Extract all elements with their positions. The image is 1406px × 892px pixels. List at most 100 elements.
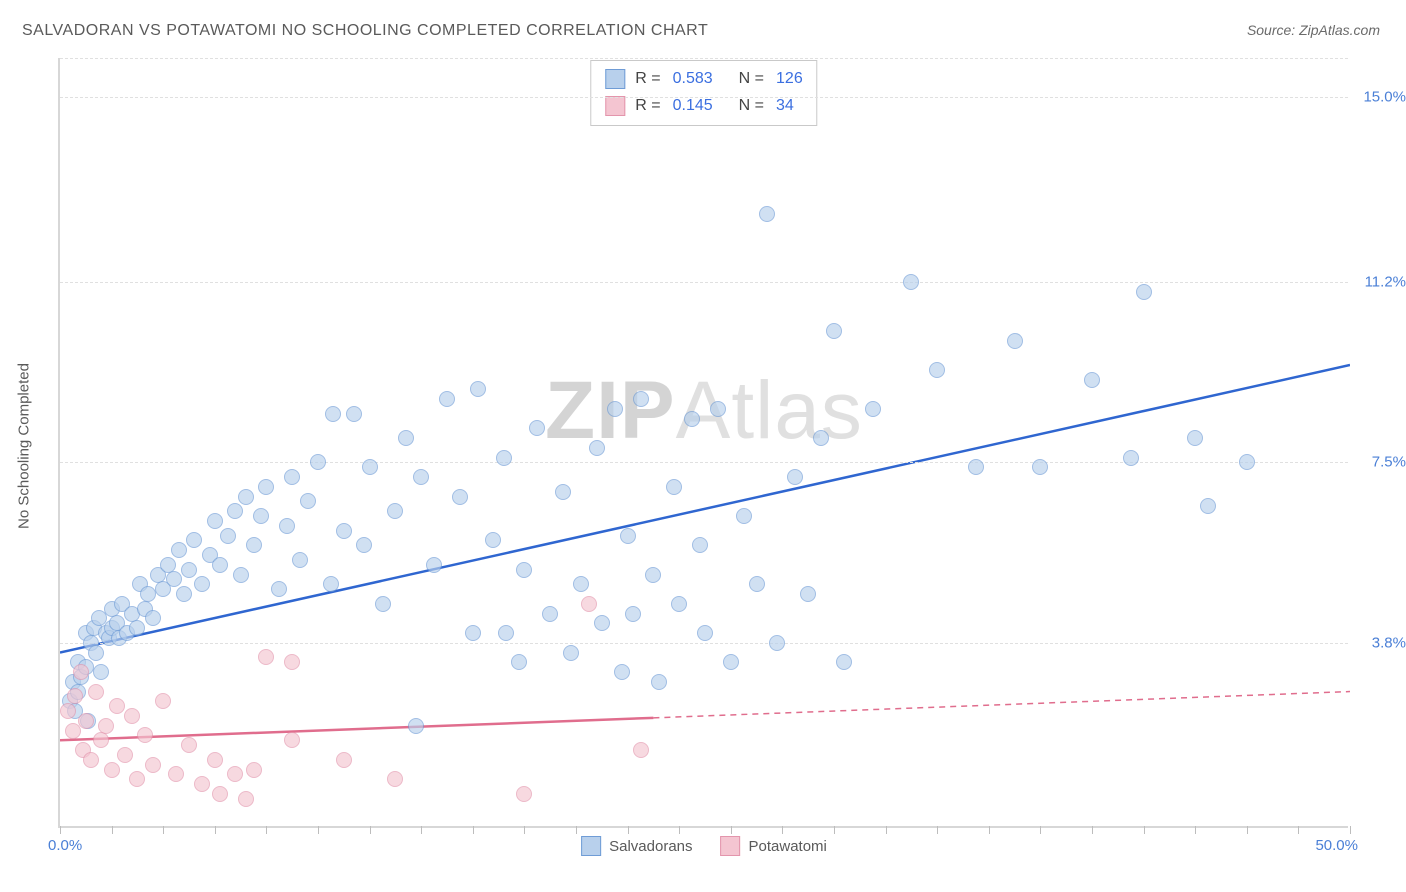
gridline: [60, 462, 1348, 463]
data-point: [145, 757, 161, 773]
data-point: [323, 576, 339, 592]
data-point: [207, 752, 223, 768]
x-tick: [782, 826, 783, 834]
data-point: [692, 537, 708, 553]
data-point: [160, 557, 176, 573]
data-point: [749, 576, 765, 592]
data-point: [645, 567, 661, 583]
x-tick: [1144, 826, 1145, 834]
data-point: [398, 430, 414, 446]
data-point: [413, 469, 429, 485]
x-tick: [1247, 826, 1248, 834]
data-point: [614, 664, 630, 680]
data-point: [166, 571, 182, 587]
data-point: [633, 391, 649, 407]
data-point: [155, 693, 171, 709]
data-point: [1136, 284, 1152, 300]
data-point: [375, 596, 391, 612]
x-tick: [1092, 826, 1093, 834]
data-point: [356, 537, 372, 553]
data-point: [607, 401, 623, 417]
stats-legend-box: R =0.583N =126R =0.145N =34: [590, 60, 817, 126]
data-point: [176, 586, 192, 602]
data-point: [529, 420, 545, 436]
data-point: [78, 713, 94, 729]
data-point: [98, 718, 114, 734]
legend-bottom: SalvadoransPotawatomi: [581, 836, 827, 856]
plot-area: ZIPAtlas R =0.583N =126R =0.145N =34 0.0…: [58, 58, 1348, 828]
data-point: [968, 459, 984, 475]
data-point: [284, 654, 300, 670]
x-tick: [112, 826, 113, 834]
x-tick: [1195, 826, 1196, 834]
data-point: [589, 440, 605, 456]
data-point: [271, 581, 287, 597]
chart-container: SALVADORAN VS POTAWATOMI NO SCHOOLING CO…: [0, 0, 1406, 892]
stats-n-label: N =: [739, 65, 764, 92]
data-point: [284, 732, 300, 748]
gridline: [60, 97, 1348, 98]
data-point: [408, 718, 424, 734]
data-point: [325, 406, 341, 422]
x-tick: [1350, 826, 1351, 834]
stats-r-value: 0.583: [673, 65, 713, 92]
data-point: [769, 635, 785, 651]
legend-swatch: [605, 96, 625, 116]
data-point: [573, 576, 589, 592]
data-point: [697, 625, 713, 641]
data-point: [542, 606, 558, 622]
data-point: [1200, 498, 1216, 514]
data-point: [826, 323, 842, 339]
x-tick: [421, 826, 422, 834]
y-axis-label: No Schooling Completed: [16, 363, 33, 529]
stats-n-value: 126: [776, 65, 803, 92]
data-point: [140, 586, 156, 602]
x-tick: [1298, 826, 1299, 834]
data-point: [671, 596, 687, 612]
y-tick-label: 11.2%: [1365, 274, 1406, 291]
data-point: [310, 454, 326, 470]
data-point: [145, 610, 161, 626]
legend-item: Salvadorans: [581, 836, 692, 856]
data-point: [129, 771, 145, 787]
data-point: [104, 762, 120, 778]
legend-label: Salvadorans: [609, 838, 692, 855]
data-point: [516, 786, 532, 802]
data-point: [1007, 333, 1023, 349]
data-point: [581, 596, 597, 612]
data-point: [124, 708, 140, 724]
legend-swatch: [721, 836, 741, 856]
data-point: [465, 625, 481, 641]
legend-swatch: [605, 69, 625, 89]
x-axis-min-label: 0.0%: [48, 837, 82, 854]
data-point: [137, 727, 153, 743]
data-point: [238, 791, 254, 807]
data-point: [633, 742, 649, 758]
data-point: [194, 576, 210, 592]
data-point: [439, 391, 455, 407]
gridline: [60, 282, 1348, 283]
data-point: [1187, 430, 1203, 446]
data-point: [258, 479, 274, 495]
data-point: [168, 766, 184, 782]
data-point: [865, 401, 881, 417]
data-point: [88, 645, 104, 661]
data-point: [620, 528, 636, 544]
x-tick: [473, 826, 474, 834]
x-axis-max-label: 50.0%: [1315, 837, 1358, 854]
data-point: [903, 274, 919, 290]
x-tick: [215, 826, 216, 834]
chart-title: SALVADORAN VS POTAWATOMI NO SCHOOLING CO…: [22, 22, 708, 40]
x-tick: [163, 826, 164, 834]
data-point: [516, 562, 532, 578]
data-point: [470, 381, 486, 397]
data-point: [246, 537, 262, 553]
x-tick: [886, 826, 887, 834]
legend-swatch: [581, 836, 601, 856]
data-point: [181, 562, 197, 578]
data-point: [563, 645, 579, 661]
x-tick: [679, 826, 680, 834]
data-point: [1032, 459, 1048, 475]
data-point: [73, 664, 89, 680]
data-point: [485, 532, 501, 548]
